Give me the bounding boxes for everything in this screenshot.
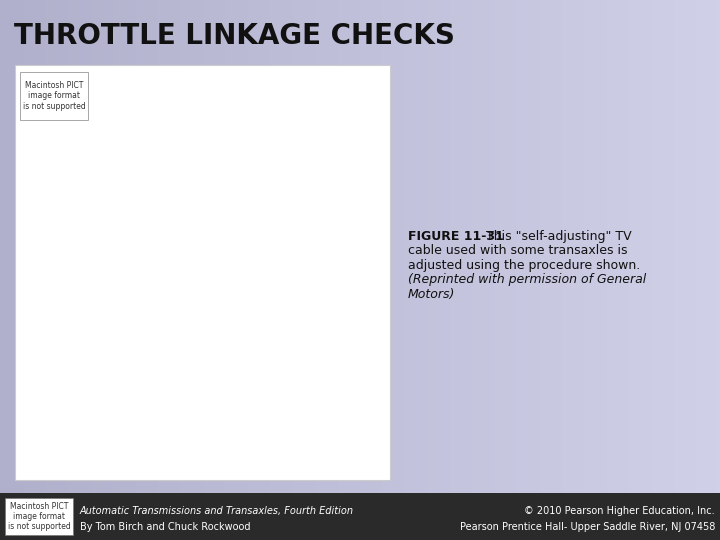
FancyBboxPatch shape	[20, 72, 88, 120]
Text: adjusted using the procedure shown.: adjusted using the procedure shown.	[408, 259, 640, 272]
Text: cable used with some transaxles is: cable used with some transaxles is	[408, 245, 628, 258]
Text: Macintosh PICT
image format
is not supported: Macintosh PICT image format is not suppo…	[8, 502, 71, 531]
Text: This "self-adjusting" TV: This "self-adjusting" TV	[482, 230, 631, 243]
Text: Pearson Prentice Hall- Upper Saddle River, NJ 07458: Pearson Prentice Hall- Upper Saddle Rive…	[459, 522, 715, 532]
FancyBboxPatch shape	[0, 493, 720, 540]
Text: Automatic Transmissions and Transaxles, Fourth Edition: Automatic Transmissions and Transaxles, …	[80, 506, 354, 516]
Text: © 2010 Pearson Higher Education, Inc.: © 2010 Pearson Higher Education, Inc.	[524, 506, 715, 516]
Text: By Tom Birch and Chuck Rockwood: By Tom Birch and Chuck Rockwood	[80, 522, 251, 532]
Text: Motors): Motors)	[408, 288, 455, 301]
FancyBboxPatch shape	[15, 65, 390, 480]
Text: FIGURE 11-31: FIGURE 11-31	[408, 230, 504, 243]
Text: THROTTLE LINKAGE CHECKS: THROTTLE LINKAGE CHECKS	[14, 22, 455, 50]
Text: Macintosh PICT
image format
is not supported: Macintosh PICT image format is not suppo…	[22, 81, 86, 111]
Text: (Reprinted with permission of General: (Reprinted with permission of General	[408, 273, 647, 287]
FancyBboxPatch shape	[5, 498, 73, 535]
